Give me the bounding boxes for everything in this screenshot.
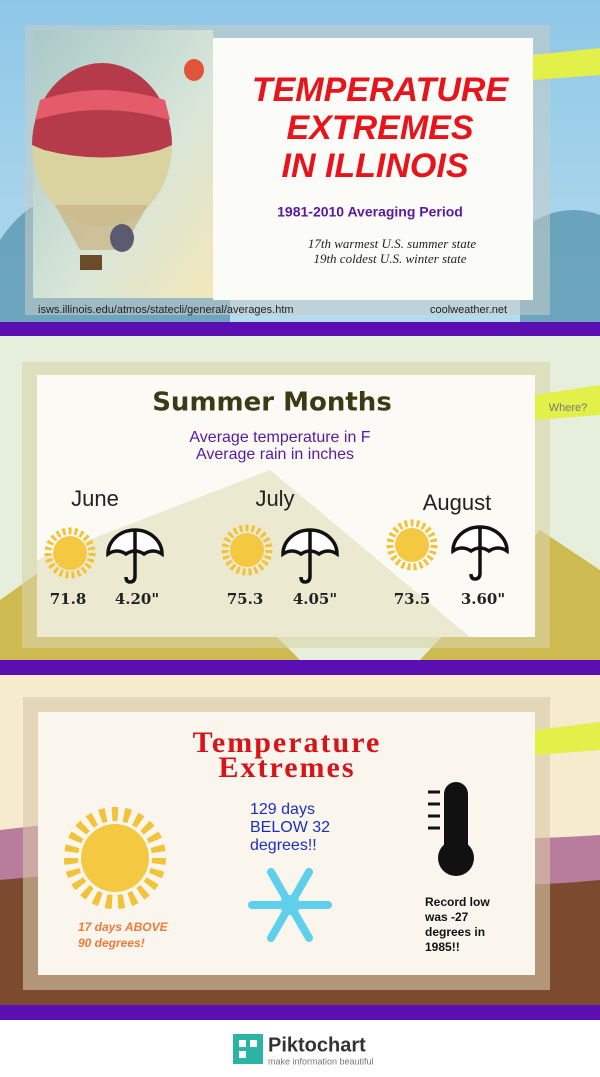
ribbon xyxy=(535,385,600,420)
credit: coolweather.net xyxy=(430,304,507,316)
footer-bg xyxy=(0,1020,600,1077)
hot-fact: 90 degrees! xyxy=(78,936,145,950)
cold-fact: 129 days xyxy=(250,801,315,818)
section-title: Temperature xyxy=(193,726,382,759)
tagline: make information beautiful xyxy=(268,1056,374,1066)
note: Average temperature in F xyxy=(189,429,370,446)
month: July xyxy=(255,486,294,511)
note: Average rain in inches xyxy=(196,446,354,463)
balloon xyxy=(32,59,204,270)
record-fact: was -27 xyxy=(424,910,469,924)
brand: Piktochart xyxy=(268,1034,366,1056)
record-fact: Record low xyxy=(425,895,490,909)
section-title: Summer Months xyxy=(152,388,392,418)
stripe xyxy=(0,1005,600,1020)
rain: 3.60" xyxy=(461,590,505,608)
logo xyxy=(233,1034,263,1064)
rain: 4.05" xyxy=(293,590,337,608)
cold-fact: BELOW 32 xyxy=(250,819,330,836)
title: TEMPERATURE xyxy=(252,71,510,109)
month: August xyxy=(423,490,492,515)
fact: 17th warmest U.S. summer state xyxy=(308,236,477,251)
ribbon xyxy=(533,48,600,80)
subtitle: 1981-2010 Averaging Period xyxy=(277,204,463,220)
header-card xyxy=(213,38,533,300)
stripe xyxy=(0,660,600,675)
month: June xyxy=(71,486,119,511)
temperature: 71.8 xyxy=(50,590,87,608)
record-fact: 1985!! xyxy=(425,940,460,954)
hot-fact: 17 days ABOVE xyxy=(78,920,169,934)
snowflake-icon xyxy=(248,868,332,942)
source: isws.illinois.edu/atmos/statecli/general… xyxy=(38,304,294,316)
rain: 4.20" xyxy=(115,590,159,608)
stripe xyxy=(0,322,600,336)
section-title: Extremes xyxy=(218,751,355,784)
title: IN ILLINOIS xyxy=(282,147,469,185)
cold-fact: degrees!! xyxy=(250,837,317,854)
title: EXTREMES xyxy=(286,109,473,147)
thermometer-icon xyxy=(428,782,474,876)
temperature: 75.3 xyxy=(227,590,264,608)
ribbon xyxy=(535,722,600,755)
fact: 19th coldest U.S. winter state xyxy=(313,251,466,266)
temperature: 73.5 xyxy=(394,590,431,608)
record-fact: degrees in xyxy=(425,925,485,939)
tag: Where? xyxy=(549,402,588,414)
